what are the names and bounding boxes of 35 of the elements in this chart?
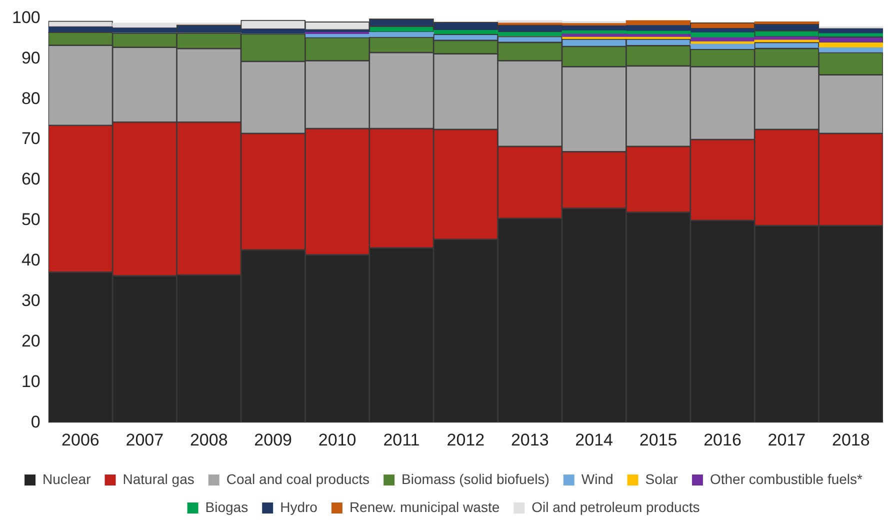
legend-label: Hydro xyxy=(280,498,318,515)
y-tick-label: 20 xyxy=(21,331,40,350)
x-tick-label: 2018 xyxy=(832,430,870,450)
y-tick-label: 0 xyxy=(30,412,40,432)
y-tick-label: 50 xyxy=(21,210,40,230)
legend-label: Renew. municipal waste xyxy=(349,498,500,515)
x-tick-label: 2014 xyxy=(575,430,613,450)
x-tick-label: 2011 xyxy=(383,430,420,450)
y-tick-label: 10 xyxy=(21,372,40,391)
x-tick-label: 2012 xyxy=(446,430,485,450)
x-tick-label: 2007 xyxy=(126,430,164,450)
legend-label: Solar xyxy=(645,470,678,487)
y-tick-label: 80 xyxy=(21,88,40,108)
legend-label: Biomass (solid biofuels) xyxy=(402,470,550,487)
y-tick-label: 100 xyxy=(12,8,40,27)
legend-label: Biogas xyxy=(205,498,248,515)
x-tick-label: 2009 xyxy=(254,430,292,450)
y-tick-label: 70 xyxy=(21,129,40,148)
y-tick-label: 30 xyxy=(21,290,40,310)
x-tick-label: 2015 xyxy=(639,430,678,450)
x-tick-label: 2013 xyxy=(510,430,549,450)
legend-label: Other combustible fuels* xyxy=(710,470,864,487)
x-tick-label: 2006 xyxy=(62,430,100,450)
y-tick-label: 90 xyxy=(21,48,40,68)
x-tick-label: 2008 xyxy=(190,430,228,450)
legend-label: Oil and petroleum products xyxy=(532,498,700,515)
x-tick-label: 2016 xyxy=(704,430,742,450)
legend-label: Wind xyxy=(581,470,614,487)
legend-label: Nuclear xyxy=(42,470,92,487)
legend-label: Coal and coal products xyxy=(226,470,370,487)
y-tick-label: 40 xyxy=(21,250,40,270)
y-tick-label: 60 xyxy=(21,170,40,189)
x-tick-label: 2010 xyxy=(318,430,356,450)
x-tick-label: 2017 xyxy=(768,430,806,450)
legend-label: Natural gas xyxy=(122,470,194,487)
